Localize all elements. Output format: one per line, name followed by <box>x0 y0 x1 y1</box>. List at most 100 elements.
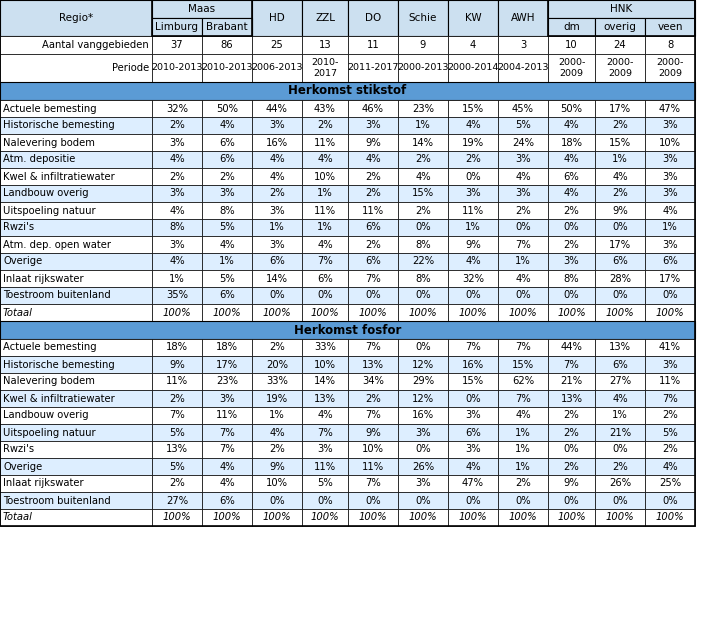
Bar <box>348 0 398 36</box>
Text: 7%: 7% <box>317 427 333 437</box>
Text: 2%: 2% <box>269 444 285 455</box>
Text: Actuele bemesting: Actuele bemesting <box>3 343 96 353</box>
Bar <box>645 117 695 134</box>
Bar <box>448 475 498 492</box>
Bar <box>252 36 302 54</box>
Bar <box>448 287 498 304</box>
Text: 7%: 7% <box>219 427 235 437</box>
Text: 44%: 44% <box>266 103 288 113</box>
Text: 2010-2013: 2010-2013 <box>151 64 202 72</box>
Text: ZZL: ZZL <box>315 13 335 23</box>
Bar <box>302 253 348 270</box>
Bar <box>548 54 595 82</box>
Text: 7%: 7% <box>515 343 531 353</box>
Bar <box>152 54 202 82</box>
Text: 7%: 7% <box>365 411 381 421</box>
Bar <box>498 185 548 202</box>
Text: 23%: 23% <box>412 103 434 113</box>
Text: 11%: 11% <box>216 411 238 421</box>
Bar <box>448 373 498 390</box>
Bar <box>645 356 695 373</box>
Bar <box>252 134 302 151</box>
Bar <box>398 0 448 36</box>
Text: 2%: 2% <box>564 462 579 472</box>
Text: 4%: 4% <box>515 171 531 181</box>
Text: 32%: 32% <box>166 103 188 113</box>
Bar <box>348 441 398 458</box>
Text: 4%: 4% <box>564 189 579 199</box>
Bar <box>348 219 398 236</box>
Text: 4: 4 <box>470 40 476 50</box>
Text: 2%: 2% <box>365 171 381 181</box>
Bar <box>152 0 252 36</box>
Bar <box>548 0 695 18</box>
Text: 11%: 11% <box>314 138 336 148</box>
Bar <box>595 253 645 270</box>
Bar <box>498 0 548 36</box>
Bar <box>595 202 645 219</box>
Bar <box>548 390 595 407</box>
Text: 0%: 0% <box>612 495 628 505</box>
Text: 11: 11 <box>367 40 380 50</box>
Bar <box>0 151 152 168</box>
Bar <box>302 219 348 236</box>
Bar <box>202 18 252 36</box>
Bar <box>498 151 548 168</box>
Bar <box>595 356 645 373</box>
Text: 46%: 46% <box>362 103 384 113</box>
Text: 3%: 3% <box>662 171 678 181</box>
Bar <box>595 339 645 356</box>
Bar <box>348 151 398 168</box>
Bar <box>398 304 448 321</box>
Text: 7%: 7% <box>365 273 381 283</box>
Text: overig: overig <box>604 22 636 32</box>
Bar <box>202 424 252 441</box>
Bar <box>448 390 498 407</box>
Text: Kwel & infiltratiewater: Kwel & infiltratiewater <box>3 171 115 181</box>
Bar <box>448 236 498 253</box>
Text: 1%: 1% <box>317 189 333 199</box>
Text: 4%: 4% <box>612 171 628 181</box>
Bar <box>152 407 202 424</box>
Bar <box>548 458 595 475</box>
Text: 0%: 0% <box>317 290 333 300</box>
Bar <box>398 185 448 202</box>
Text: 5%: 5% <box>662 427 678 437</box>
Text: 1%: 1% <box>662 222 678 232</box>
Bar <box>202 100 252 117</box>
Bar <box>595 492 645 509</box>
Bar <box>0 202 152 219</box>
Bar <box>548 151 595 168</box>
Text: 7%: 7% <box>219 444 235 455</box>
Bar <box>302 458 348 475</box>
Bar <box>252 151 302 168</box>
Bar <box>348 424 398 441</box>
Text: 34%: 34% <box>362 376 384 386</box>
Text: 4%: 4% <box>662 206 678 216</box>
Text: 100%: 100% <box>656 513 684 523</box>
Bar <box>645 373 695 390</box>
Bar <box>595 18 645 36</box>
Bar <box>0 407 152 424</box>
Text: 8%: 8% <box>169 222 185 232</box>
Bar <box>0 54 152 82</box>
Text: 62%: 62% <box>512 376 534 386</box>
Text: 100%: 100% <box>408 513 437 523</box>
Text: 2000-2013: 2000-2013 <box>397 64 449 72</box>
Bar <box>202 54 252 82</box>
Bar <box>0 134 152 151</box>
Text: 100%: 100% <box>606 513 634 523</box>
Bar <box>202 236 252 253</box>
Bar <box>202 304 252 321</box>
Bar <box>398 36 448 54</box>
Bar <box>152 492 202 509</box>
Text: 3: 3 <box>520 40 526 50</box>
Text: 1%: 1% <box>515 427 531 437</box>
Text: 4%: 4% <box>219 462 235 472</box>
Text: 50%: 50% <box>216 103 238 113</box>
Text: 2006-2013: 2006-2013 <box>251 64 303 72</box>
Bar <box>302 117 348 134</box>
Bar <box>398 236 448 253</box>
Bar <box>302 339 348 356</box>
Bar <box>252 202 302 219</box>
